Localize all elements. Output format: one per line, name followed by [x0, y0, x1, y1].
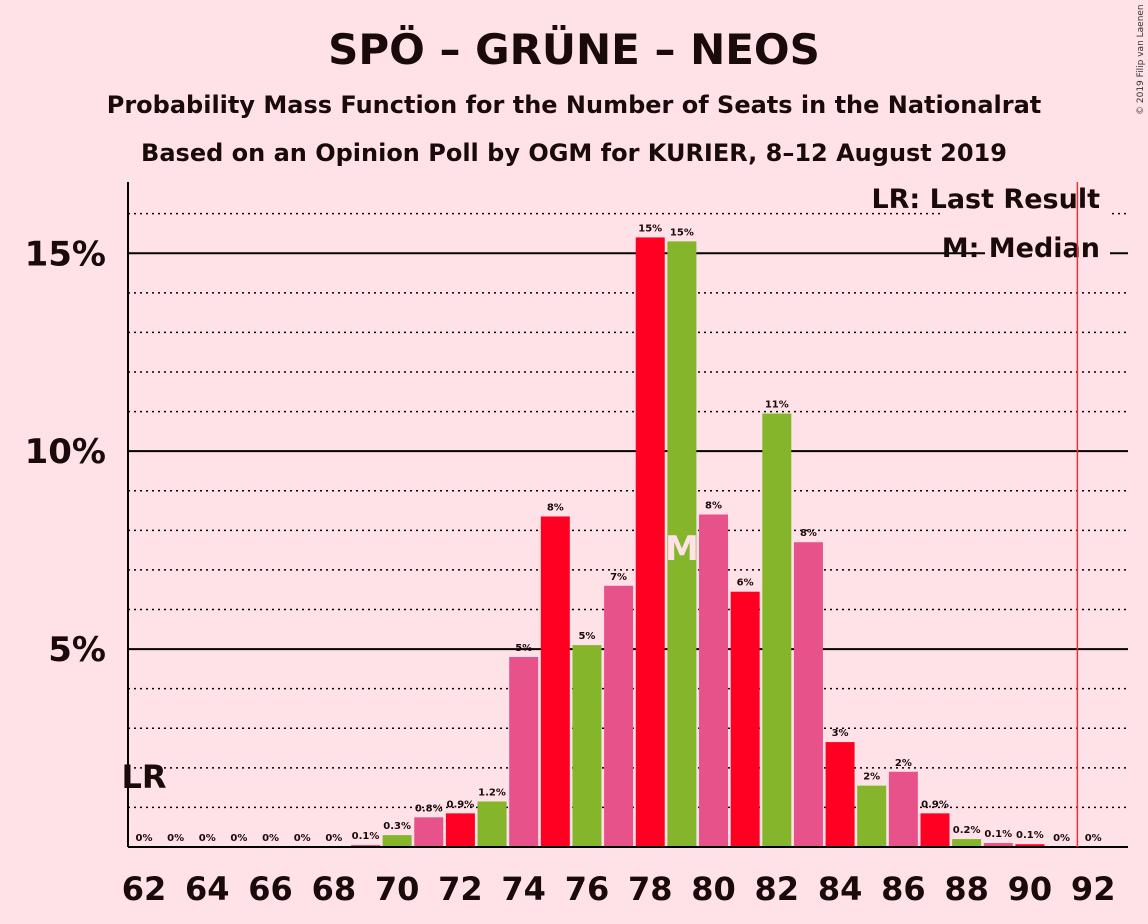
x-tick-66: 66: [248, 870, 293, 908]
bar-88: [952, 839, 982, 847]
x-tick-72: 72: [438, 870, 483, 908]
x-tick-88: 88: [944, 870, 989, 908]
y-tick-5: 5%: [48, 630, 106, 670]
data-label-76: 5%: [578, 631, 595, 642]
data-label-92: 0%: [1085, 833, 1102, 844]
data-label-69: 0.1%: [352, 831, 380, 842]
legend-last-result: LR: Last Result: [871, 184, 1100, 215]
legend: LR: Last Result M: Median: [871, 182, 1110, 268]
y-tick-15: 15%: [25, 234, 106, 274]
bar-89: [983, 843, 1013, 847]
x-tick-84: 84: [818, 870, 863, 908]
copyright-note: © 2019 Filip van Laenen: [1136, 4, 1146, 115]
x-tick-92: 92: [1071, 870, 1116, 908]
data-label-84: 3%: [832, 728, 849, 739]
x-tick-82: 82: [755, 870, 800, 908]
y-tick-10: 10%: [25, 432, 106, 472]
x-tick-86: 86: [881, 870, 926, 908]
bar-85: [857, 785, 887, 847]
axes: [127, 182, 1128, 848]
bar-87: [920, 813, 950, 847]
data-label-85: 2%: [863, 772, 880, 783]
bar-77: [604, 585, 634, 847]
data-label-72: 0.9%: [447, 799, 475, 810]
data-label-63: 0%: [167, 833, 184, 844]
data-label-64: 0%: [199, 833, 216, 844]
data-label-74: 5%: [515, 643, 532, 654]
data-label-86: 2%: [895, 758, 912, 769]
chart-subtitle-2: Based on an Opinion Poll by OGM for KURI…: [141, 139, 1007, 167]
bar-70: [382, 835, 412, 847]
data-labels: 0% 0% 0% 0% 0% 0% 0% 0.1%0.3%0.8% 0.9%1.2%5%8%5%…: [136, 223, 1102, 844]
bar-86: [888, 771, 918, 847]
legend-background-lr: [940, 182, 1110, 218]
data-label-83: 8%: [800, 528, 817, 539]
data-label-73: 1.2%: [478, 787, 506, 798]
bar-72: [445, 813, 475, 847]
x-tick-76: 76: [565, 870, 610, 908]
data-label-90: 0.1%: [1016, 830, 1044, 841]
data-label-79: 15%: [670, 227, 694, 238]
chart-subtitle-1: Probability Mass Function for the Number…: [107, 91, 1042, 119]
median-marker: M: [665, 529, 699, 569]
bar-71: [414, 817, 444, 847]
data-label-75: 8%: [547, 502, 564, 513]
x-tick-80: 80: [691, 870, 736, 908]
data-label-68: 0%: [325, 833, 342, 844]
x-tick-70: 70: [375, 870, 420, 908]
x-tick-74: 74: [501, 870, 546, 908]
data-label-78: 15%: [638, 223, 662, 234]
data-label-91: 0%: [1053, 833, 1070, 844]
x-tick-78: 78: [628, 870, 673, 908]
chart-title: SPÖ – GRÜNE – NEOS: [328, 24, 820, 74]
bar-79: [667, 241, 697, 847]
data-label-66: 0%: [262, 833, 279, 844]
bar-90: [1015, 844, 1045, 847]
bar-80: [699, 514, 729, 847]
bar-83: [793, 542, 823, 847]
data-label-89: 0.1%: [984, 829, 1012, 840]
bar-81: [730, 591, 760, 847]
legend-median: M: Median: [942, 233, 1100, 264]
x-tick-62: 62: [122, 870, 167, 908]
x-tick-64: 64: [185, 870, 230, 908]
x-tick-90: 90: [1008, 870, 1053, 908]
data-label-70: 0.3%: [383, 821, 411, 832]
bar-73: [477, 801, 507, 847]
data-label-62: 0%: [136, 833, 153, 844]
bar-84: [825, 742, 855, 847]
y-tick-labels: 5% 10% 15%: [25, 234, 106, 670]
data-label-65: 0%: [230, 833, 247, 844]
x-tick-68: 68: [312, 870, 357, 908]
data-label-82: 11%: [765, 400, 789, 411]
bar-75: [540, 516, 570, 847]
bars: [350, 237, 1045, 847]
data-label-88: 0.2%: [953, 825, 981, 836]
bar-76: [572, 645, 602, 847]
bar-82: [762, 413, 792, 847]
bar-74: [509, 657, 539, 847]
markers: M LR: [121, 182, 1079, 847]
legend-background-median: [985, 230, 1110, 268]
data-label-77: 7%: [610, 572, 627, 583]
bar-78: [635, 237, 665, 847]
data-label-81: 6%: [737, 578, 754, 589]
x-tick-labels: 62 64 66 68 70 72 74 76 78 80 82 84 86 88 90 92: [122, 870, 1116, 908]
data-label-71: 0.8%: [415, 803, 443, 814]
last-result-marker: LR: [121, 758, 166, 796]
data-label-67: 0%: [294, 833, 311, 844]
data-label-80: 8%: [705, 501, 722, 512]
data-label-87: 0.9%: [921, 799, 949, 810]
